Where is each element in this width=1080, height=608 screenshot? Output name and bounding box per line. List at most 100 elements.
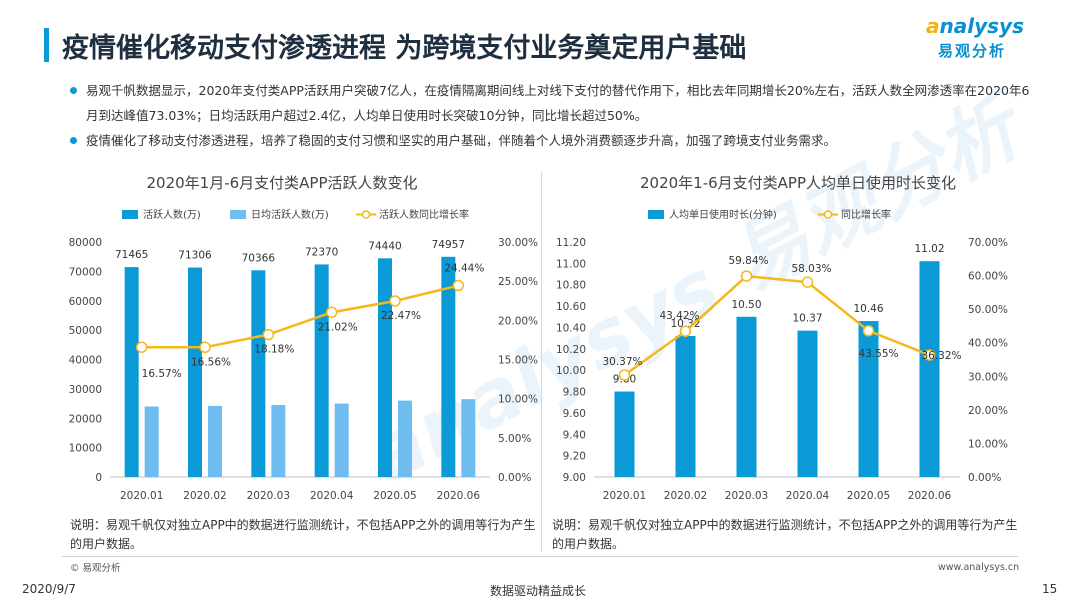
line-point [135, 341, 148, 353]
x-tick-label: 2020.05 [847, 490, 890, 502]
y-tick-label: 10.20 [556, 344, 586, 356]
bar-value-label: 70366 [242, 252, 276, 264]
y-tick-label: 0 [95, 472, 102, 484]
bar [251, 270, 266, 477]
legend-label: 日均活跃人数(万) [251, 208, 329, 221]
y-tick-label: 30000 [69, 384, 102, 396]
bar-value-label: 10.46 [853, 303, 883, 315]
x-tick-label: 2020.05 [373, 490, 416, 502]
line-point [199, 341, 211, 354]
x-tick-label: 2020.01 [120, 490, 163, 502]
y2-tick-label: 30.00% [498, 237, 538, 249]
bar [378, 258, 392, 477]
y2-tick-label: 10.00% [498, 394, 538, 406]
logo-wordmark: nalysys [939, 14, 1024, 38]
bar [398, 400, 412, 477]
y-tick-label: 10.60 [556, 301, 586, 313]
bar [144, 406, 159, 477]
y2-tick-label: 30.00% [968, 371, 1008, 383]
bar [208, 405, 222, 477]
x-tick-label: 2020.01 [603, 490, 646, 502]
y-tick-label: 9.20 [563, 451, 586, 463]
legend-swatch [648, 210, 664, 219]
line-point [862, 325, 875, 337]
y2-tick-label: 70.00% [968, 237, 1008, 249]
x-tick-label: 2020.06 [908, 490, 952, 502]
line-value-label: 22.47% [381, 310, 421, 322]
bullet-item: 易观千帆数据显示，2020年支付类APP活跃用户突破7亿人，在疫情隔离期间线上对… [68, 78, 1038, 128]
title-accent-bar [44, 28, 49, 62]
y-tick-label: 9.00 [563, 472, 586, 484]
chart-title: 2020年1月-6月支付类APP活跃人数变化 [146, 174, 417, 192]
x-tick-label: 2020.04 [310, 490, 354, 502]
website: www.analysys.cn [938, 562, 1020, 573]
line-point [452, 279, 465, 292]
copyright: © 易观分析 [70, 563, 121, 574]
bar-value-label: 10.50 [731, 299, 761, 311]
bar [188, 267, 202, 477]
line-value-label: 16.57% [142, 368, 182, 380]
legend-swatch [122, 210, 138, 219]
y2-tick-label: 50.00% [968, 304, 1008, 316]
analysys-logo: analysys [926, 14, 1024, 38]
chart-note-right: 说明：易观千帆仅对独立APP中的数据进行监测统计，不包括APP之外的调用等行为产… [552, 518, 1018, 551]
y2-tick-label: 20.00% [968, 405, 1008, 417]
bar [858, 321, 879, 477]
legend-label: 同比增长率 [841, 208, 891, 221]
line-value-label: 59.84% [728, 255, 768, 267]
page-title: 疫情催化移动支付渗透进程 为跨境支付业务奠定用户基础 [62, 33, 747, 64]
y-tick-label: 9.80 [563, 387, 586, 399]
bar [919, 261, 940, 477]
bar-value-label: 72370 [305, 246, 338, 258]
line-value-label: 36.32% [921, 350, 961, 362]
logo-chinese: 易观分析 [938, 42, 1007, 60]
x-tick-label: 2020.03 [247, 490, 290, 502]
summary-bullets: 易观千帆数据显示，2020年支付类APP活跃用户突破7亿人，在疫情隔离期间线上对… [68, 78, 1038, 153]
line-value-label: 24.44% [444, 263, 484, 275]
line-point [262, 328, 275, 341]
bar-value-label: 10.37 [792, 313, 822, 325]
bar [314, 264, 329, 477]
y-tick-label: 11.20 [556, 237, 586, 249]
line-value-label: 43.42% [659, 310, 699, 322]
y-tick-label: 11.00 [556, 258, 586, 270]
line-point [389, 295, 401, 307]
bar-value-label: 10.32 [670, 318, 700, 330]
legend-swatch-marker [361, 210, 371, 219]
legend-swatch [230, 210, 246, 219]
y-tick-label: 10000 [69, 443, 102, 455]
y-tick-label: 40000 [69, 355, 102, 367]
y-tick-label: 70000 [69, 266, 102, 278]
line-value-label: 58.03% [791, 263, 831, 275]
bar [614, 391, 635, 477]
x-tick-label: 2020.04 [786, 490, 830, 502]
bar-value-label: 74957 [432, 239, 465, 251]
bar [334, 403, 349, 477]
x-tick-label: 2020.06 [437, 490, 481, 502]
line-value-label: 43.55% [858, 348, 898, 360]
y-tick-label: 20000 [69, 413, 102, 425]
line-point [325, 306, 338, 319]
line-point [923, 349, 936, 361]
x-tick-label: 2020.03 [725, 490, 768, 502]
bar-value-label: 11.02 [914, 243, 944, 255]
y-tick-label: 10.00 [556, 365, 586, 377]
y2-tick-label: 5.00% [498, 433, 531, 445]
y-tick-label: 80000 [69, 237, 102, 249]
bar-value-label: 71465 [115, 249, 148, 261]
series-line [141, 284, 459, 349]
footer-divider [62, 556, 1018, 557]
slogan: 数据驱动精益成长 [490, 584, 587, 598]
y-tick-label: 60000 [69, 296, 102, 308]
bar [124, 267, 139, 477]
chart-divider [541, 172, 542, 552]
bar [461, 399, 476, 477]
bullet-item: 疫情催化了移动支付渗透进程，培养了稳固的支付习惯和坚实的用户基础，伴随着个人境外… [68, 128, 1038, 153]
line-point [618, 369, 631, 381]
y2-tick-label: 60.00% [968, 271, 1008, 283]
y2-tick-label: 10.00% [968, 438, 1008, 450]
y-tick-label: 9.40 [563, 429, 586, 441]
report-date: 2020/9/7 [22, 582, 76, 596]
legend-label: 人均单日使用时长(分钟) [669, 208, 777, 221]
